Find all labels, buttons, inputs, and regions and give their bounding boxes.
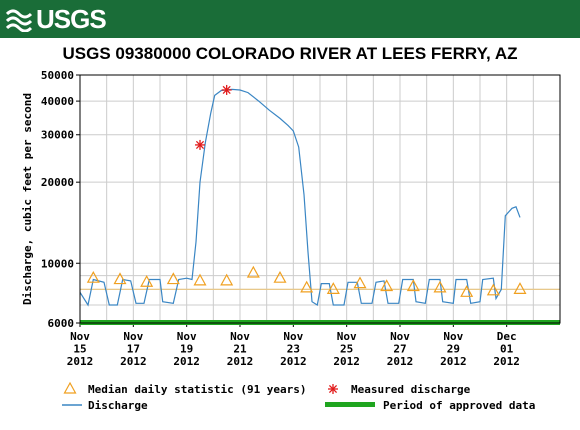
legend-triangle-icon	[63, 381, 77, 394]
legend-label: Measured discharge	[351, 383, 471, 396]
x-tick-label: 2012	[173, 355, 200, 368]
x-tick-label: Nov	[283, 330, 303, 343]
plot-frame	[79, 74, 561, 324]
x-tick-label: 27	[393, 343, 406, 356]
x-tick-label: Nov	[337, 330, 357, 343]
usgs-wave-icon	[6, 9, 32, 32]
measured-point	[195, 139, 205, 150]
y-tick-label: 30000	[41, 129, 74, 142]
x-tick-label: 17	[127, 343, 140, 356]
y-axis-ticks: 6000 10000 20000 30000 40000 50000	[41, 69, 80, 330]
median-point	[353, 276, 367, 289]
median-point	[300, 280, 314, 293]
median-point	[433, 280, 447, 293]
x-tick-label: 2012	[280, 355, 307, 368]
x-axis-ticks: Nov152012Nov172012Nov192012Nov212012Nov2…	[67, 323, 520, 368]
x-tick-label: 2012	[440, 355, 467, 368]
y-tick-label: 6000	[48, 317, 75, 330]
x-tick-label: Nov	[123, 330, 143, 343]
legend-band-icon	[325, 402, 375, 407]
median-point	[193, 273, 207, 286]
median-point	[406, 279, 420, 292]
usgs-logo: USGS	[6, 3, 107, 34]
x-tick-label: Nov	[230, 330, 250, 343]
median-point	[113, 272, 127, 285]
median-point	[140, 275, 154, 287]
x-tick-label: 25	[340, 343, 353, 356]
x-tick-label: 29	[447, 343, 460, 356]
x-tick-label: 2012	[333, 355, 360, 368]
measured-point	[221, 84, 232, 95]
x-tick-label: Nov	[70, 330, 90, 343]
y-tick-label: 40000	[41, 95, 74, 108]
median-point	[166, 272, 180, 285]
y-tick-label: 50000	[41, 69, 74, 82]
x-tick-label: Nov	[443, 330, 463, 343]
x-tick-label: 2012	[120, 355, 147, 368]
median-point	[220, 273, 234, 286]
y-tick-label: 20000	[41, 176, 74, 189]
y-axis-label: Discharge, cubic feet per second	[21, 93, 34, 305]
median-point	[460, 285, 474, 297]
legend-star-icon	[328, 384, 338, 394]
median-point	[513, 282, 527, 294]
median-point	[246, 265, 260, 278]
x-tick-label: 21	[233, 343, 247, 356]
median-point	[326, 282, 340, 294]
median-point	[486, 283, 500, 296]
x-tick-label: 23	[287, 343, 300, 356]
y-tick-label: 10000	[41, 257, 74, 270]
median-point	[86, 270, 100, 283]
x-tick-label: Nov	[390, 330, 410, 343]
usgs-logo-text: USGS	[36, 3, 107, 34]
x-tick-label: 2012	[387, 355, 414, 368]
x-tick-label: 15	[73, 343, 86, 356]
legend-label: Discharge	[88, 399, 148, 412]
x-tick-label: 01	[500, 343, 514, 356]
usgs-header-bar: USGS	[0, 0, 580, 38]
x-tick-label: Dec	[497, 330, 517, 343]
discharge-line	[79, 88, 521, 307]
median-point	[273, 270, 287, 283]
chart-legend: Median daily statistic (91 years) Measure…	[62, 381, 535, 412]
legend-label: Period of approved data	[383, 399, 535, 412]
x-tick-label: 19	[180, 343, 193, 356]
chart-title: USGS 09380000 COLORADO RIVER AT LEES FER…	[62, 44, 518, 63]
x-tick-label: 2012	[493, 355, 520, 368]
legend-label: Median daily statistic (91 years)	[88, 383, 307, 396]
median-point	[380, 279, 394, 292]
x-tick-label: Nov	[177, 330, 197, 343]
x-tick-label: 2012	[67, 355, 94, 368]
x-tick-label: 2012	[227, 355, 254, 368]
chart-grid	[80, 75, 560, 323]
